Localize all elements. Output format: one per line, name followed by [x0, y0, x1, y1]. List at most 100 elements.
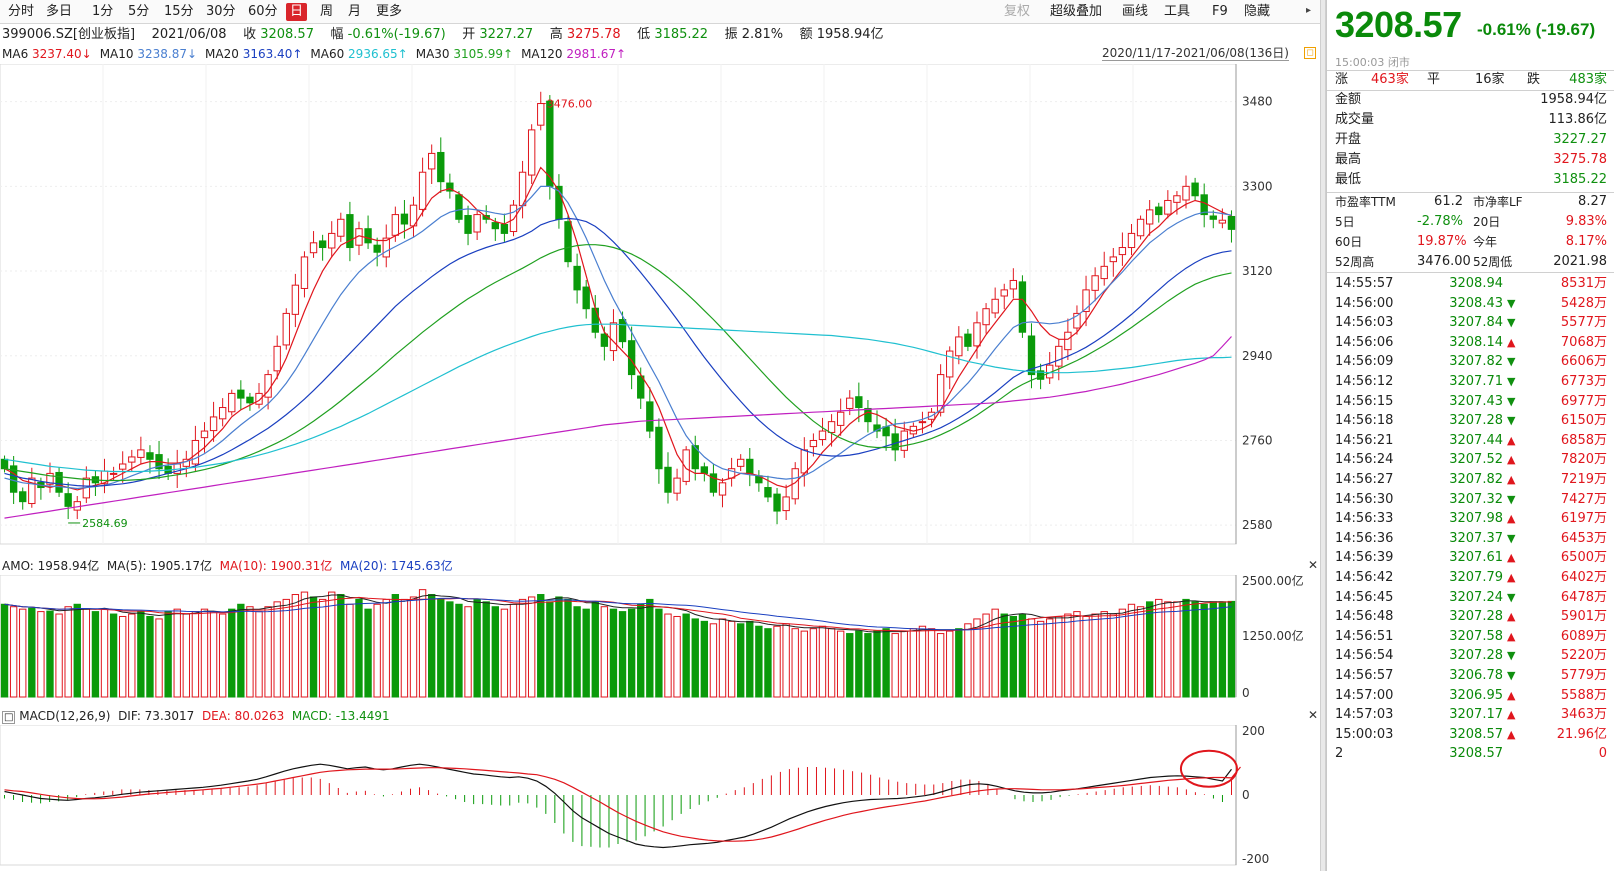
tick-row: 14:56:39 3207.61 ▲ 6500万 [1335, 548, 1607, 568]
candle-body [1109, 256, 1117, 263]
ma-legend-value: 3105.99↑ [453, 47, 514, 61]
tool-button-1[interactable]: 超级叠加 [1050, 4, 1103, 19]
period-tab-7[interactable]: 日 [286, 3, 308, 21]
period-tab-2[interactable]: 1分 [92, 4, 114, 19]
volume-bar [791, 628, 799, 698]
candle-body [109, 472, 118, 475]
candle-body [55, 471, 63, 493]
candle-body [46, 472, 54, 485]
stat-label: 最高 [1335, 152, 1362, 167]
candle-body [582, 286, 590, 310]
volume-bar [409, 596, 418, 698]
tick-price: 3207.24 [1449, 589, 1503, 605]
tool-button-0[interactable]: 复权 [1004, 4, 1031, 19]
candle-body [346, 214, 354, 249]
period-tab-3[interactable]: 5分 [128, 4, 150, 19]
tick-price: 3207.43 [1449, 393, 1503, 409]
candle-body [418, 171, 427, 210]
candle-body [709, 473, 718, 493]
volume-bar [673, 615, 681, 698]
volume-bar [400, 598, 409, 698]
tool-button-4[interactable]: F9 [1212, 4, 1228, 19]
close-volume-icon[interactable]: ✕ [1308, 558, 1319, 572]
chart-area: 分时 多日 1分 5分 15分 30分 60分日周月更多 复权 超级叠加 画线 工具 F9 隐藏 ▸ 39… [0, 3, 1320, 866]
arrow-up-icon: ▲ [1507, 610, 1516, 624]
candle-body [246, 396, 254, 404]
volume-bar [909, 628, 918, 698]
candle-body [500, 223, 509, 234]
volume-bar [1091, 613, 1099, 698]
tick-volume: 6500万 [1560, 550, 1607, 566]
date-range[interactable]: 2020/11/17-2021/06/08(136日) [1102, 46, 1289, 61]
period-tab-6[interactable]: 60分 [248, 4, 278, 19]
candle-body [1018, 281, 1027, 333]
volume-bar [282, 598, 290, 698]
macd-settings-icon[interactable]: □ [2, 711, 16, 724]
volume-header: AMO: 1958.94亿 MA(5): 1905.17亿 MA(10): 19… [2, 557, 453, 575]
volume-bar [37, 611, 45, 698]
volume-bar [300, 591, 309, 698]
volume-bar [28, 607, 36, 698]
tool-button-5[interactable]: 隐藏 [1244, 4, 1271, 19]
candle-body [1173, 195, 1181, 203]
arrow-up-icon: ▲ [1507, 688, 1516, 702]
volume-bar [1009, 615, 1018, 698]
ma-legend-ma10: MA10 3238.87↓ [100, 47, 197, 61]
candle-body [1118, 247, 1127, 256]
ratio-row: 5日 -2.78% 20日 9.83% [1335, 212, 1607, 232]
volume-bar [1182, 598, 1190, 698]
candle-body [1009, 279, 1018, 290]
period-tab-4[interactable]: 15分 [164, 4, 194, 19]
tick-volume: 5779万 [1560, 668, 1607, 683]
tool-button-3[interactable]: 工具 [1164, 4, 1191, 19]
pin-icon[interactable]: ◻ [1304, 47, 1316, 59]
stat-label: 最低 [1335, 172, 1362, 187]
volume-bar [182, 613, 190, 698]
candle-body [491, 222, 499, 230]
volume-bar [318, 598, 327, 698]
tick-row: 14:56:21 3207.44 ▲ 6858万 [1335, 431, 1607, 451]
period-tab-9[interactable]: 月 [348, 4, 362, 19]
hide-arrow-icon[interactable]: ▸ [1306, 5, 1312, 16]
volume-bar [1109, 613, 1117, 698]
panel-splitter[interactable] [1320, 0, 1326, 871]
candle-body [827, 421, 836, 433]
period-tab-0[interactable]: 分时 [8, 4, 35, 19]
tick-price: 3207.28 [1449, 413, 1503, 429]
ratio-row: 52周高 3476.00 52周低 2021.98 [1335, 252, 1607, 272]
ratio-label: 60日 [1335, 235, 1363, 249]
dif-line [4, 763, 1232, 849]
candle-body [809, 439, 818, 448]
tick-time: 14:56:45 [1335, 589, 1394, 605]
tool-button-2[interactable]: 画线 [1122, 4, 1149, 19]
ma-legend-label: MA10 [99, 47, 138, 61]
volume-bar [9, 606, 18, 698]
volume-bar [55, 613, 63, 698]
candle-body [991, 298, 999, 314]
volume-bar [128, 613, 136, 698]
amount-value: 1958.94亿 [816, 27, 884, 42]
volume-bar [500, 608, 509, 698]
advancers: 463家 [1371, 72, 1409, 87]
period-tab-8[interactable]: 周 [320, 4, 334, 19]
volume-bar [973, 618, 981, 698]
volume-bar [255, 611, 263, 698]
candle-body [282, 312, 290, 346]
close-macd-icon[interactable]: ✕ [1308, 708, 1319, 722]
candle-body [200, 430, 209, 439]
period-tab-10[interactable]: 更多 [376, 4, 403, 19]
volume-bar [1164, 601, 1172, 698]
volume-bar [564, 598, 572, 698]
ratio-value: 8.17% [1565, 234, 1607, 249]
tick-price: 3208.14 [1449, 334, 1503, 350]
macd-y-tick: 200 [1242, 725, 1265, 738]
tick-row: 14:56:36 3207.37 ▼ 6453万 [1335, 529, 1607, 549]
volume-bar [200, 608, 209, 698]
tick-time: 14:56:03 [1335, 315, 1394, 331]
ratio-value: 9.83% [1565, 214, 1607, 229]
tick-row: 14:56:42 3207.79 ▲ 6402万 [1335, 568, 1607, 588]
ma-line-ma6 [4, 166, 1232, 491]
period-tab-5[interactable]: 30分 [206, 4, 236, 19]
period-tab-1[interactable]: 多日 [46, 4, 73, 19]
tick-time: 14:56:00 [1335, 295, 1394, 311]
